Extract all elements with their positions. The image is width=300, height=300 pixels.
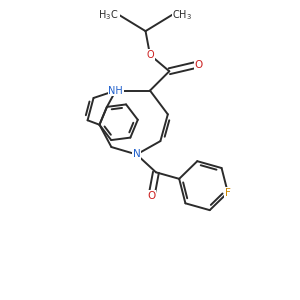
Text: O: O — [195, 60, 203, 70]
Text: F: F — [225, 188, 231, 197]
Text: H$_3$C: H$_3$C — [98, 8, 119, 22]
Text: CH$_3$: CH$_3$ — [172, 8, 192, 22]
Text: O: O — [146, 50, 154, 60]
Text: O: O — [147, 191, 156, 201]
Text: NH: NH — [108, 85, 123, 96]
Text: N: N — [133, 149, 140, 160]
